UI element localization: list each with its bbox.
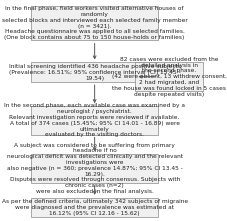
FancyBboxPatch shape bbox=[31, 198, 158, 217]
FancyBboxPatch shape bbox=[31, 154, 158, 183]
Text: In the final phase, field workers visited alternative houses of randomly
selecte: In the final phase, field workers visite… bbox=[2, 6, 187, 40]
Text: 82 cases were excluded from the detailed analysis in
the second phase.
(42 were : 82 cases were excluded from the detailed… bbox=[111, 57, 225, 97]
Text: Initial screening identified 436 headache positive subjects
(Prevalence: 16.51%;: Initial screening identified 436 headach… bbox=[9, 64, 180, 81]
FancyBboxPatch shape bbox=[135, 63, 202, 91]
Text: A subject was considered to be suffering from primary headache if no
neurologica: A subject was considered to be suffering… bbox=[7, 143, 182, 194]
FancyBboxPatch shape bbox=[31, 6, 158, 40]
FancyBboxPatch shape bbox=[31, 106, 158, 135]
Text: As per the defined criteria, ultimately 342 subjects of migraine
were diagnosed : As per the defined criteria, ultimately … bbox=[2, 199, 187, 216]
Text: In the second phase, each available case was examined by a
neurologist / psychia: In the second phase, each available case… bbox=[4, 103, 184, 137]
FancyBboxPatch shape bbox=[31, 63, 158, 82]
